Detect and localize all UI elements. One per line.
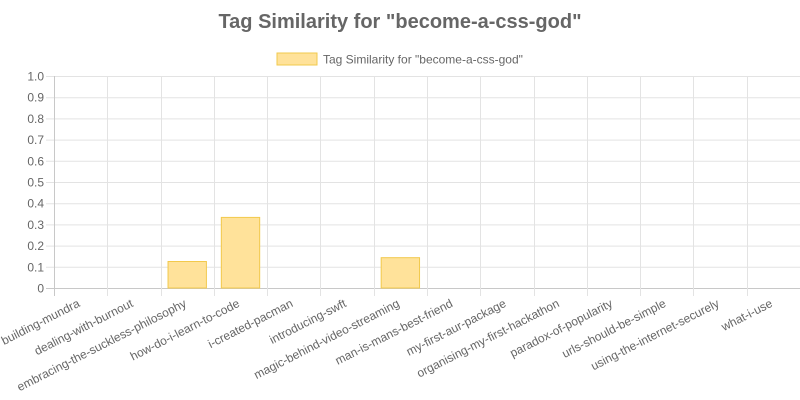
- y-tick-label: 0.4: [27, 197, 44, 211]
- bar-how-do-i-learn-to-code[interactable]: [220, 216, 261, 289]
- chart-title: Tag Similarity for "become-a-css-god": [218, 11, 581, 33]
- y-tick-label: 0.3: [27, 218, 44, 232]
- y-tick-label: 0: [37, 282, 44, 296]
- y-tick-label: 1.0: [27, 70, 44, 84]
- y-tick-label: 0.5: [27, 176, 44, 190]
- bar-embracing-the-suckless-philosophy[interactable]: [167, 261, 207, 289]
- legend[interactable]: Tag Similarity for "become-a-css-god": [276, 52, 523, 67]
- y-tick-label: 0.6: [27, 154, 44, 168]
- y-tick-label: 0.1: [27, 260, 44, 274]
- x-tick-label: what-i-use: [718, 296, 775, 334]
- x-axis-ticks: building-mundradealing-with-burnoutembra…: [0, 296, 775, 394]
- y-tick-label: 0.7: [27, 133, 44, 147]
- bar-magic-behind-video-streaming[interactable]: [380, 257, 421, 289]
- grid-lines: [46, 76, 800, 296]
- y-tick-label: 0.9: [27, 91, 44, 105]
- bars: [167, 216, 421, 289]
- y-axis-ticks: 0 0.1 0.2 0.3 0.4 0.5 0.6 0.7 0.8 0.9 1.0: [27, 70, 44, 296]
- legend-swatch: [276, 52, 318, 66]
- y-tick-label: 0.8: [27, 112, 44, 126]
- y-tick-label: 0.2: [27, 239, 44, 253]
- legend-label: Tag Similarity for "become-a-css-god": [323, 53, 523, 67]
